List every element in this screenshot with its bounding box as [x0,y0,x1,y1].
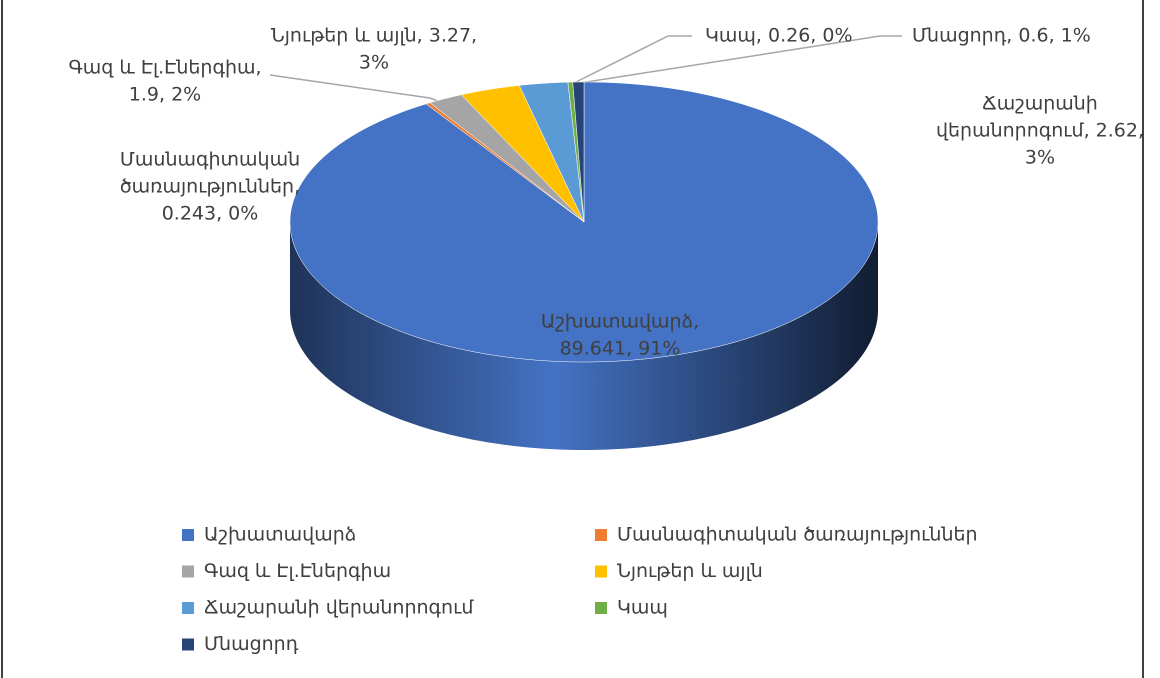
data-label: Նյութեր և այլն, 3.27, [271,25,477,47]
data-label: Ճաշարանի [982,93,1098,115]
slice [572,81,585,223]
legend-swatch [182,529,194,541]
data-label: Մնացորդ, 0.6, 1% [912,25,1091,47]
data-label: Կապ, 0.26, 0% [705,25,853,47]
leader-line [573,35,692,84]
slice-side [290,222,878,450]
legend-swatch [182,565,194,578]
slice [518,81,585,223]
data-label: 3% [359,52,389,74]
data-label: 1.9, 2% [129,84,201,106]
legend-label: Մասնագիտական ծառայություններ [617,524,978,546]
data-label: Աշխատավարձ, [541,311,699,333]
legend-swatch [182,638,194,651]
legend-label: Մնացորդ [204,633,299,655]
slice [429,94,585,223]
legend-swatch [182,602,194,614]
data-label: վերանորոգում, 2.62, [936,120,1144,142]
legend-label: Ճաշարանի վերանորոգում [204,597,474,619]
legend-swatch [595,529,607,541]
data-label: Գազ և Էլ.Էներգիա, [68,57,261,79]
data-label: ծառայություններ, [120,176,300,198]
legend-swatch [595,602,607,614]
legend-label: Կապ [617,597,668,619]
data-label: 3% [1025,147,1055,169]
legend-label: Գազ և Էլ.Էներգիա [204,560,391,582]
slice [460,85,585,223]
data-label: Մասնագիտական [120,149,300,171]
legend-swatch [595,565,607,578]
slice [289,81,879,363]
legend-label: Նյութեր և այլն [617,560,763,582]
leader-line [579,35,902,84]
legend-label: Աշխատավարձ [204,524,356,546]
data-label: 89.641, 91% [560,338,681,360]
leader-line [269,74,441,103]
data-label: 0.243, 0% [162,203,259,225]
